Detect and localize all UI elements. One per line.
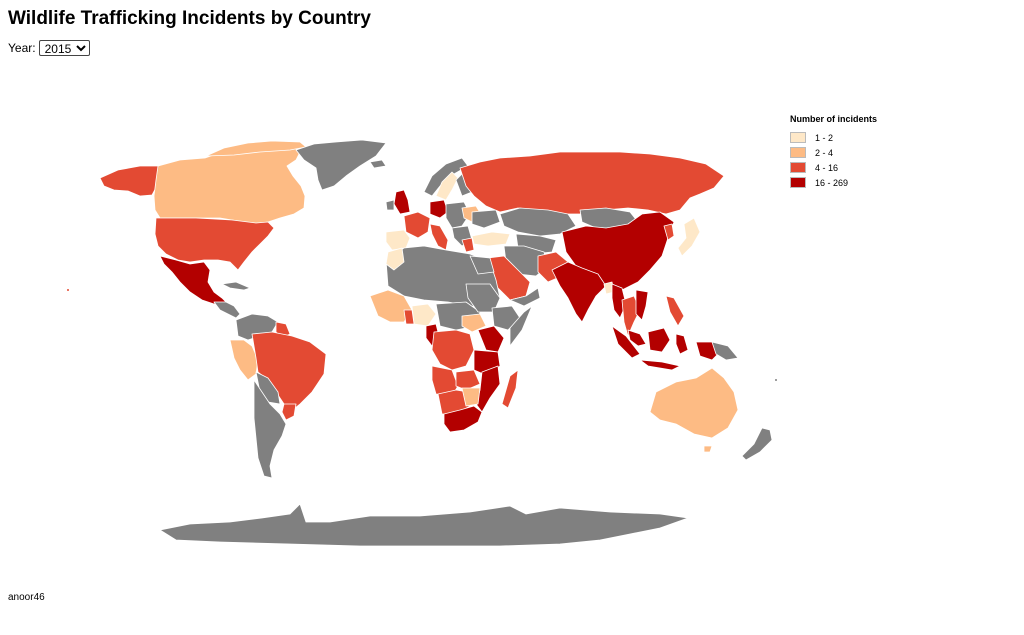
country-philippines[interactable]	[665, 295, 685, 327]
map-legend: Number of incidents 1 - 2 2 - 4 4 - 16 1…	[790, 114, 877, 190]
country-india[interactable]	[551, 261, 607, 323]
legend-label: 1 - 2	[815, 132, 834, 143]
country-tasmania[interactable]	[703, 445, 713, 453]
country-nigeria[interactable]	[411, 303, 437, 327]
country-argentina-chile[interactable]	[253, 379, 287, 479]
country-cuba[interactable]	[221, 281, 251, 291]
country-italy[interactable]	[429, 223, 449, 251]
country-south-africa[interactable]	[443, 405, 483, 433]
country-zambia[interactable]	[455, 369, 481, 391]
country-ukraine[interactable]	[471, 209, 501, 229]
country-egypt[interactable]	[469, 255, 495, 275]
country-usa[interactable]	[154, 217, 275, 271]
legend-swatch	[790, 147, 806, 158]
country-somalia[interactable]	[509, 305, 533, 347]
legend-title: Number of incidents	[790, 114, 878, 124]
country-thailand[interactable]	[621, 295, 641, 337]
country-indonesia-sulawesi[interactable]	[675, 333, 689, 355]
country-turkey[interactable]	[471, 231, 511, 247]
page-title: Wildlife Trafficking Incidents by Countr…	[8, 8, 371, 29]
country-kenya[interactable]	[477, 325, 505, 353]
country-germany[interactable]	[429, 199, 449, 219]
country-spain[interactable]	[385, 229, 411, 251]
legend-swatch	[790, 132, 806, 143]
year-select[interactable]: 2015	[38, 40, 90, 56]
country-uruguay[interactable]	[281, 403, 297, 421]
country-uk[interactable]	[393, 189, 411, 215]
country-madagascar[interactable]	[501, 369, 519, 409]
island-dot	[775, 379, 777, 381]
country-namibia-botswana[interactable]	[437, 389, 471, 415]
country-zimbabwe[interactable]	[461, 387, 481, 407]
country-greece[interactable]	[461, 237, 475, 253]
year-filter: Year: 2015	[8, 40, 90, 56]
legend-swatch	[790, 177, 806, 188]
country-antarctica[interactable]	[159, 503, 689, 547]
country-france[interactable]	[403, 211, 431, 239]
country-kazakhstan[interactable]	[499, 207, 577, 237]
legend-item: 16 - 269	[790, 175, 877, 190]
legend-label: 4 - 16	[815, 162, 839, 173]
country-mexico[interactable]	[159, 255, 227, 305]
country-japan[interactable]	[677, 217, 701, 257]
country-korea[interactable]	[663, 223, 675, 241]
legend-swatch	[790, 162, 806, 173]
country-canada[interactable]	[153, 143, 306, 225]
footer-author: anoor46	[8, 592, 45, 603]
country-indonesia-java[interactable]	[639, 359, 681, 371]
country-central-america[interactable]	[213, 301, 241, 319]
country-iceland[interactable]	[369, 159, 387, 169]
country-ghana[interactable]	[403, 309, 415, 325]
legend-label: 16 - 269	[815, 177, 849, 188]
country-indonesia-sumatra[interactable]	[611, 325, 641, 359]
country-indonesia-borneo[interactable]	[647, 327, 671, 353]
country-south-sudan[interactable]	[461, 313, 487, 333]
country-morocco[interactable]	[385, 247, 405, 271]
legend-item: 1 - 2	[790, 130, 877, 145]
country-papua-new-guinea[interactable]	[711, 341, 739, 361]
country-malaysia[interactable]	[627, 329, 647, 347]
country-new-zealand[interactable]	[741, 427, 773, 461]
island-dot	[67, 289, 69, 291]
country-greenland[interactable]	[295, 139, 387, 191]
legend-item: 4 - 16	[790, 160, 877, 175]
country-canada-arctic-islands[interactable]	[205, 140, 307, 157]
country-yemen-oman[interactable]	[509, 287, 541, 307]
country-australia[interactable]	[649, 367, 739, 439]
legend-label: 2 - 4	[815, 147, 834, 158]
country-ireland[interactable]	[385, 199, 395, 211]
country-vietnam[interactable]	[635, 289, 649, 321]
country-congo[interactable]	[431, 329, 475, 371]
year-label: Year:	[8, 41, 36, 55]
legend-item: 2 - 4	[790, 145, 877, 160]
country-russia[interactable]	[459, 151, 725, 215]
